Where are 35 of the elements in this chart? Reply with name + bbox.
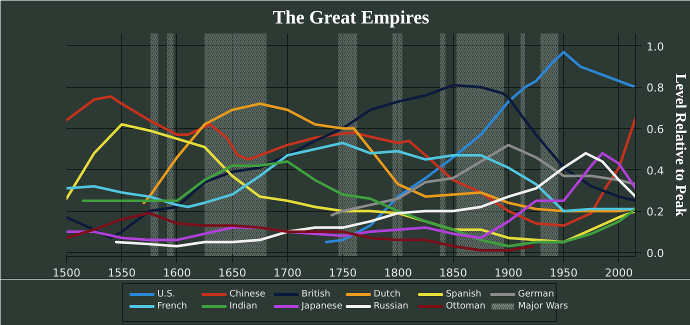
legend-label: British bbox=[302, 290, 330, 300]
x-tick-label: 1650 bbox=[218, 266, 246, 280]
x-tick-label: 1850 bbox=[439, 266, 468, 280]
line-series bbox=[66, 142, 636, 212]
x-tick-label: 1750 bbox=[328, 266, 357, 280]
x-tick-label: 2000 bbox=[604, 266, 633, 280]
y-tick-label: 1.0 bbox=[646, 40, 664, 54]
x-tick-label: 1950 bbox=[550, 266, 578, 280]
legend-label: Chinese bbox=[229, 290, 266, 300]
line-series bbox=[66, 95, 636, 227]
line-series bbox=[66, 212, 534, 252]
legend-label: Spanish bbox=[446, 290, 482, 300]
y-tick-label: 0.0 bbox=[646, 246, 664, 260]
line-series bbox=[330, 144, 636, 217]
x-tick-label: 1550 bbox=[108, 266, 136, 280]
x-tick-label: 1800 bbox=[384, 266, 412, 280]
y-tick-label: 0.6 bbox=[646, 122, 664, 136]
x-tick-label: 1900 bbox=[494, 266, 522, 280]
legend-label: Dutch bbox=[374, 290, 401, 300]
y-axis-title: Level Relative to Peak bbox=[672, 74, 688, 218]
legend-label: Ottoman bbox=[446, 302, 486, 312]
legend-label: Russian bbox=[374, 302, 408, 312]
legend-label: Indian bbox=[229, 302, 258, 312]
legend-label: Japanese bbox=[300, 302, 343, 312]
legend-label: German bbox=[518, 290, 554, 300]
chart-title: The Great Empires bbox=[272, 8, 430, 28]
y-tick-label: 0.4 bbox=[646, 164, 664, 178]
y-tick-label: 0.8 bbox=[646, 82, 664, 95]
x-tick-label: 1700 bbox=[273, 266, 302, 280]
x-tick-label: 1500 bbox=[52, 266, 81, 280]
y-tick-label: 0.2 bbox=[646, 206, 664, 219]
legend-label: U.S. bbox=[157, 290, 176, 300]
legend-label: French bbox=[157, 302, 188, 312]
legend-label: Major Wars bbox=[518, 302, 568, 312]
x-tick-label: 1600 bbox=[162, 266, 191, 280]
